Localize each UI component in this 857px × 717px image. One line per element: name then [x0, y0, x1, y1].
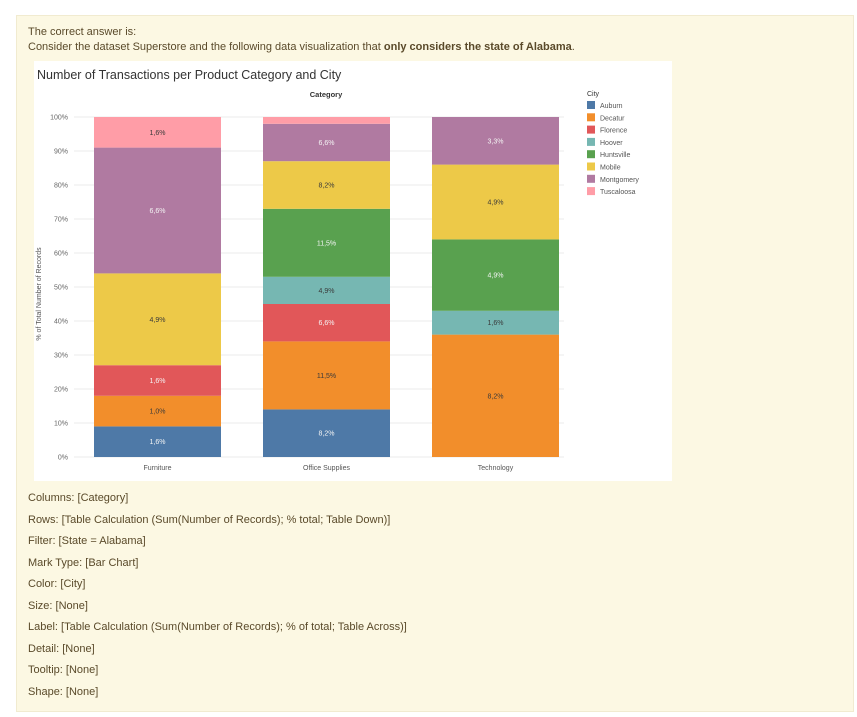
bar-segment — [432, 310, 559, 335]
legend-label: Montgomery — [600, 177, 639, 184]
legend-label: Auburn — [600, 103, 623, 110]
spec-shape: Shape: [None] — [28, 686, 99, 698]
data-label: 1,6% — [150, 378, 166, 385]
legend-swatch — [587, 162, 595, 171]
y-ticks: 0% 10% 20% 30% 40% 50% 60% 70% 80% 90% 100% — [50, 115, 68, 462]
intro-line-1: The correct answer is: — [28, 26, 137, 38]
data-label: 1,6% — [150, 439, 166, 446]
y-tick-label: 0% — [58, 455, 68, 462]
spec-filter: Filter: [State = Alabama] — [28, 535, 146, 547]
chart-container: Number of Transactions per Product Categ… — [34, 61, 672, 481]
chart-title: Number of Transactions per Product Categ… — [37, 68, 342, 82]
x-tick-label: Furniture — [143, 465, 171, 472]
y-tick-label: 70% — [54, 217, 68, 224]
y-tick-label: 90% — [54, 149, 68, 156]
intro-prefix: Consider the dataset Superstore and the … — [28, 41, 384, 53]
bar-segment — [432, 164, 559, 240]
spec-rows: Rows: [Table Calculation (Sum(Number of … — [28, 514, 391, 526]
bar-segment — [432, 334, 559, 457]
data-label: 1,6% — [488, 320, 504, 327]
spec-detail: Detail: [None] — [28, 643, 95, 655]
legend-label: Hoover — [600, 140, 623, 147]
bar-segment — [263, 409, 390, 457]
legend-label: Decatur — [600, 115, 625, 122]
bar-segment — [94, 117, 221, 148]
legend-label: Tuscaloosa — [600, 189, 636, 196]
bar-segment — [263, 276, 390, 304]
data-label: 4,9% — [488, 200, 504, 207]
spec-color: Color: [City] — [28, 578, 86, 590]
x-tick-label: Technology — [478, 465, 514, 472]
data-label: 1,6% — [150, 130, 166, 137]
data-label: 3,3% — [488, 138, 504, 145]
y-tick-label: 80% — [54, 183, 68, 190]
legend-label: Florence — [600, 128, 627, 135]
spec-label: Label: [Table Calculation (Sum(Number of… — [28, 621, 407, 633]
y-tick-label: 20% — [54, 387, 68, 394]
data-label: 4,9% — [150, 317, 166, 324]
bar-segment — [263, 208, 390, 277]
legend-label: Mobile — [600, 165, 621, 172]
intro-line-2: Consider the dataset Superstore and the … — [28, 41, 575, 53]
bar-segment — [263, 341, 390, 410]
x-labels: Furniture Office Supplies Technology — [143, 465, 513, 472]
legend-swatch — [587, 137, 595, 146]
data-label: 1,0% — [150, 409, 166, 416]
data-label: 11,5% — [317, 373, 336, 380]
legend-swatch — [587, 150, 595, 159]
bar-segment — [263, 161, 390, 209]
bar-segment — [263, 304, 390, 342]
y-tick-label: 50% — [54, 285, 68, 292]
bar-segment — [94, 147, 221, 274]
bar-segment — [263, 123, 390, 162]
intro-suffix: . — [571, 41, 575, 53]
legend-swatch — [587, 174, 595, 183]
legend-swatch — [587, 101, 595, 109]
legend-swatch — [587, 125, 595, 134]
x-tick-label: Office Supplies — [303, 465, 350, 472]
y-tick-label: 10% — [54, 421, 68, 428]
bars: 1,6% 1,0% 1,6% 4,9% 6,6% 1,6% 8,2% 11,5% 6,6% 4,9… — [94, 117, 559, 457]
data-label: 8,2% — [319, 431, 335, 438]
y-tick-label: 40% — [54, 319, 68, 326]
y-tick-label: 100% — [50, 115, 68, 122]
data-label: 11,5% — [317, 240, 336, 247]
data-label: 4,9% — [488, 273, 504, 280]
data-label: 6,6% — [319, 320, 335, 327]
bar-segment — [263, 117, 390, 124]
spec-size: Size: [None] — [28, 600, 88, 612]
legend-swatch — [587, 187, 595, 196]
legend-swatch — [587, 113, 595, 122]
data-label: 8,2% — [319, 183, 335, 190]
data-label: 4,9% — [319, 288, 335, 295]
spec-columns: Columns: [Category] — [28, 492, 129, 504]
legend-label: Huntsville — [600, 152, 630, 159]
legend: City Auburn Decatur Florence Hoover Huntsvil… — [587, 91, 639, 196]
bar-segment — [94, 395, 221, 427]
spec-mark-type: Mark Type: [Bar Chart] — [28, 557, 139, 569]
intro-bold: only considers the state of Alabama — [383, 41, 572, 53]
bar-segment — [94, 365, 221, 396]
spec-tooltip: Tooltip: [None] — [28, 664, 99, 676]
y-tick-label: 60% — [54, 251, 68, 258]
data-label: 6,6% — [319, 140, 335, 147]
data-label: 6,6% — [150, 208, 166, 215]
y-tick-label: 30% — [54, 353, 68, 360]
bar-segment — [432, 117, 559, 165]
legend-title: City — [587, 91, 600, 98]
stacked-bar-chart: Number of Transactions per Product Categ… — [36, 68, 639, 472]
bar-segment — [432, 239, 559, 311]
bar-segment — [94, 273, 221, 366]
data-label: 8,2% — [488, 393, 504, 400]
answer-panel: The correct answer is: Consider the data… — [16, 15, 854, 712]
bar-segment — [94, 426, 221, 457]
column-header: Category — [310, 90, 343, 99]
y-axis-label: % of Total Number of Records — [36, 247, 43, 341]
